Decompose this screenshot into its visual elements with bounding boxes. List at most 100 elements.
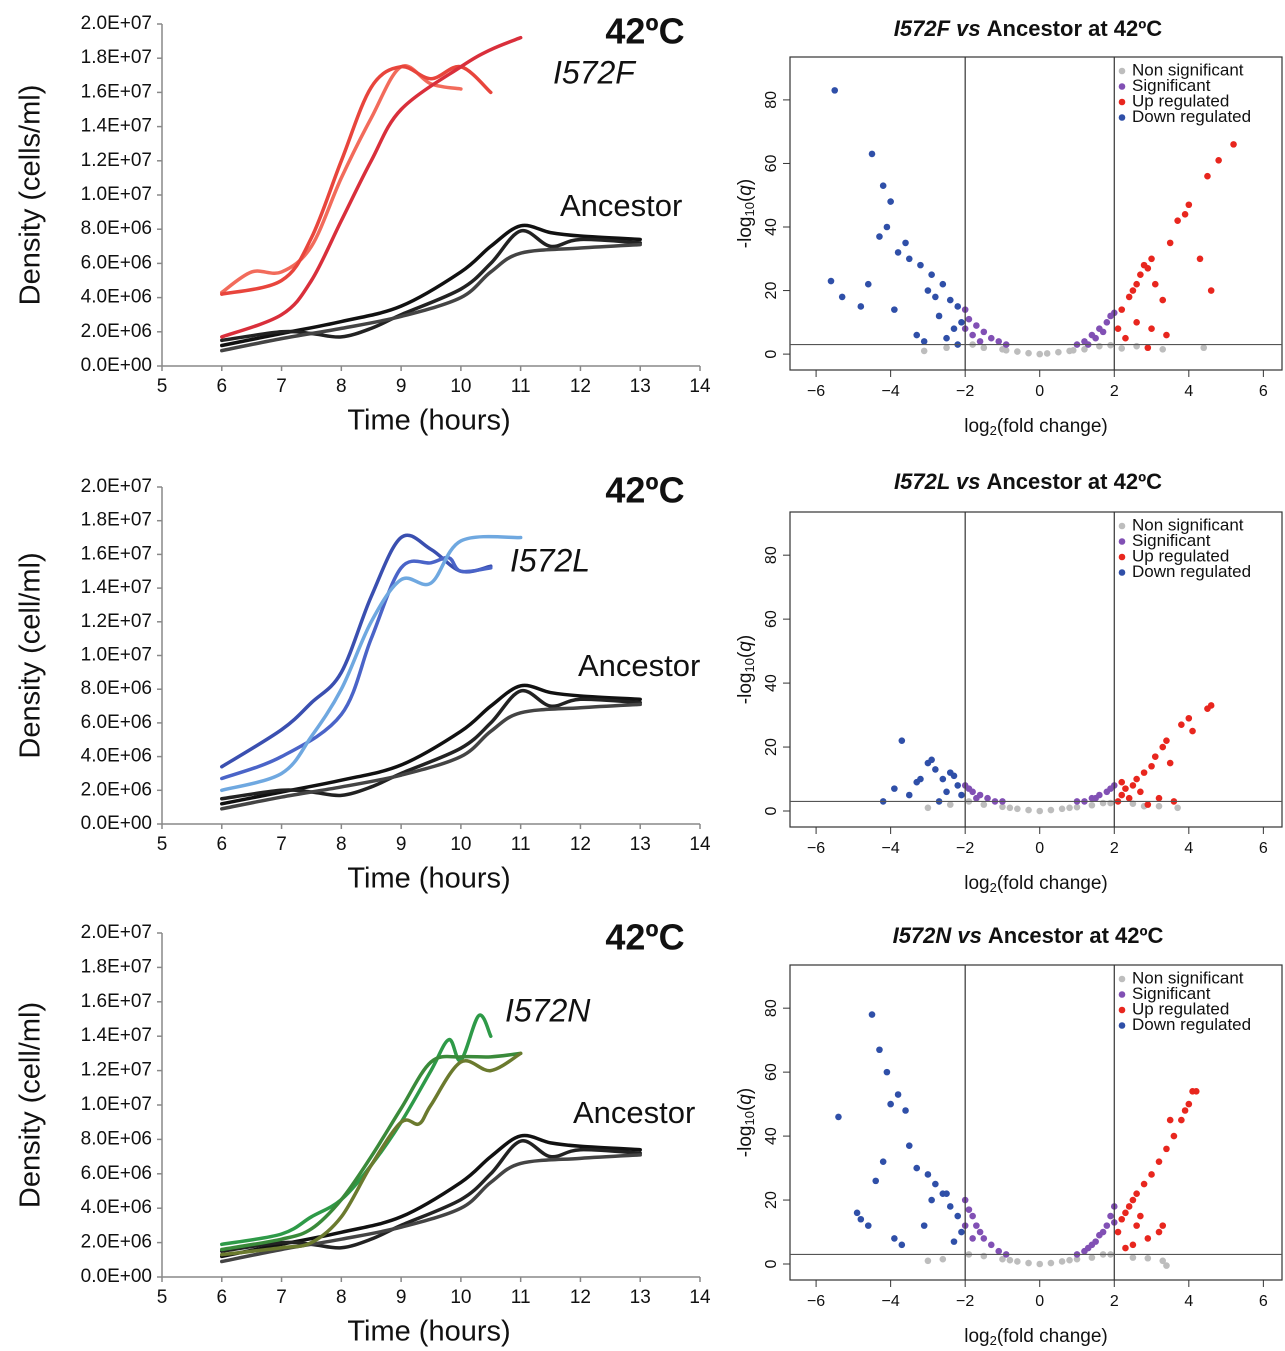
y-tick-label: 1.2E+07	[81, 1060, 152, 1081]
gene-point	[928, 1196, 935, 1204]
gene-point	[1025, 1259, 1032, 1267]
gene-point	[1043, 350, 1051, 357]
gene-point	[868, 1011, 876, 1018]
gene-point	[1088, 1254, 1096, 1261]
gene-point	[958, 319, 965, 326]
gene-point	[980, 344, 988, 352]
gene-point	[1148, 1171, 1155, 1178]
y-label-part: q	[735, 185, 756, 196]
x-tick-label: 12	[570, 834, 591, 855]
gene-point	[973, 794, 980, 802]
gene-point	[857, 1215, 865, 1223]
y-tick-label: 8.0E+06	[81, 1128, 152, 1149]
x-tick-label: −4	[882, 1293, 900, 1310]
y-tick-label: 1.2E+07	[81, 611, 152, 632]
legend-label: Significant	[1132, 984, 1211, 1003]
gene-point	[1151, 753, 1159, 760]
gene-point	[1133, 1222, 1140, 1229]
gene-point	[1133, 319, 1140, 326]
y-axis-label: Density (cells/ml)	[15, 85, 47, 306]
y-label-part: q	[735, 1094, 756, 1105]
gene-point	[965, 315, 973, 323]
gene-point	[1185, 201, 1193, 209]
gene-point	[1159, 743, 1167, 751]
y-tick-label: 20	[763, 1191, 780, 1209]
gene-point	[1058, 805, 1066, 813]
gene-point	[1144, 1254, 1152, 1262]
gene-point	[1148, 762, 1155, 770]
gene-point	[876, 233, 883, 240]
gene-point	[898, 1241, 906, 1249]
gene-point	[1133, 775, 1140, 783]
x-tick-label: 5	[157, 834, 168, 855]
annotation: Ancestor	[573, 1095, 695, 1130]
gene-point	[1144, 265, 1152, 272]
growth-curve	[220, 702, 642, 811]
gene-point	[1118, 306, 1126, 313]
gene-point	[1099, 1228, 1107, 1236]
gene-point	[1084, 1244, 1092, 1252]
gene-point	[1006, 1256, 1014, 1264]
gene-point	[1178, 721, 1185, 728]
y-tick-label: 0.0E+00	[81, 355, 152, 376]
legend-marker	[1118, 553, 1126, 561]
y-tick-label: 6.0E+06	[81, 1163, 152, 1184]
y-tick-label: 1.0E+07	[81, 1094, 152, 1115]
gene-point	[1133, 342, 1140, 350]
gene-point	[1118, 1215, 1126, 1223]
gene-point	[920, 338, 928, 345]
x-tick-label: 14	[689, 1287, 711, 1308]
gene-point	[924, 804, 932, 812]
gene-point	[1092, 794, 1099, 802]
x-tick-label: 14	[689, 376, 711, 397]
legend-label: Down regulated	[1132, 1015, 1251, 1034]
gene-point	[932, 293, 939, 301]
plot-box	[789, 56, 1283, 371]
gene-point	[1155, 1158, 1163, 1165]
x-tick-label: 13	[630, 1287, 651, 1308]
legend-label: Significant	[1132, 76, 1211, 95]
gene-point	[876, 1046, 883, 1054]
x-tick-label: 6	[216, 1287, 227, 1308]
legend-label: Non significant	[1132, 968, 1244, 987]
y-tick-label: 1.8E+07	[81, 510, 152, 531]
growth-curve	[220, 64, 493, 296]
x-label-part: log	[964, 873, 989, 894]
title-text: Ancestor at 42ºC	[988, 923, 1164, 948]
growth-curve	[220, 1133, 642, 1259]
gene-point	[1189, 1088, 1196, 1095]
gene-point	[1006, 804, 1014, 812]
x-tick-label: 8	[336, 834, 347, 855]
gene-point	[1200, 344, 1208, 352]
gene-point	[1122, 1209, 1129, 1217]
y-label-part: q	[735, 641, 756, 652]
y-tick-label: 1.8E+07	[81, 47, 152, 68]
gene-point	[924, 1171, 932, 1178]
gene-point	[1129, 287, 1137, 294]
gene-point	[946, 296, 954, 304]
gene-point	[958, 791, 965, 799]
y-tick-label: 0.0E+00	[81, 813, 152, 834]
gene-point	[939, 1255, 947, 1263]
growth-curve	[220, 1153, 642, 1264]
y-tick-label: 0	[763, 350, 780, 359]
gene-point	[1163, 331, 1170, 339]
gene-point	[1137, 788, 1144, 796]
gene-point	[1014, 1258, 1021, 1265]
gene-point	[894, 1091, 902, 1098]
x-tick-label: 0	[1035, 840, 1044, 857]
gene-point	[958, 1228, 965, 1236]
gene-point	[1196, 255, 1204, 263]
title-text: Ancestor at 42ºC	[987, 16, 1163, 41]
annotation: Ancestor	[560, 188, 682, 223]
annotation: 42ºC	[605, 917, 684, 958]
x-tick-label: 10	[450, 834, 471, 855]
y-tick-label: 40	[763, 674, 780, 692]
gene-point	[887, 198, 894, 205]
gene-point	[835, 1113, 842, 1121]
gene-point	[976, 1228, 984, 1236]
gene-point	[1036, 807, 1044, 815]
x-tick-label: −4	[882, 840, 900, 857]
gene-point	[913, 1164, 921, 1172]
